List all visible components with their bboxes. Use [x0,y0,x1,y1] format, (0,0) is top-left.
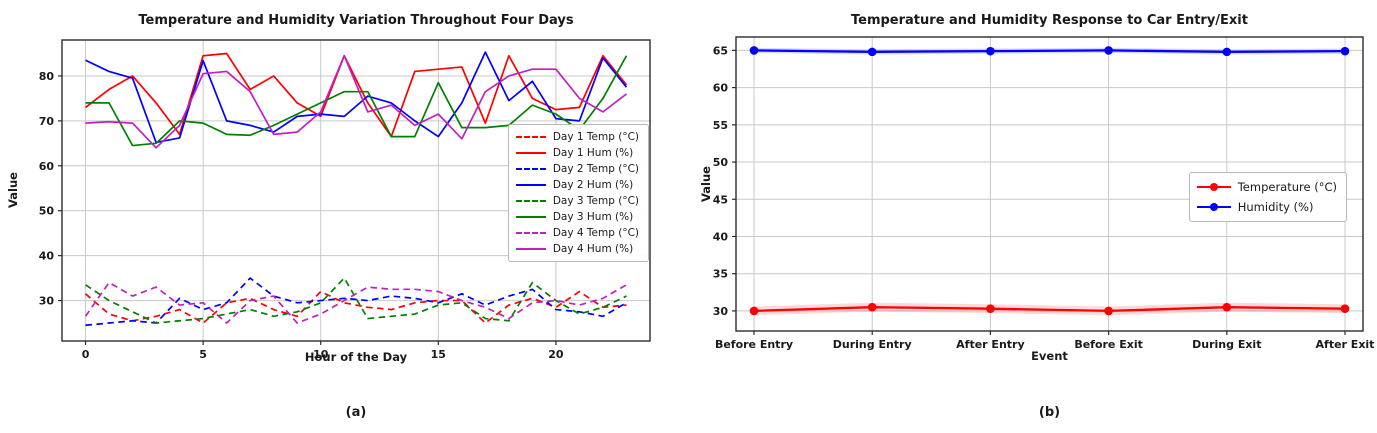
legend-label: Day 3 Temp (°C) [552,195,639,207]
figure-a: 30 40 50 60 70 80 0 5 10 15 20 Temperature and Hum… [6,13,651,420]
legend-label: Day 2 Temp (°C) [552,163,639,175]
legend-entry: Day 3 Hum (%) [515,209,639,225]
legend-label: Day 1 Hum (%) [552,147,634,159]
chart-a-x-axis-label: Hour of the Day [304,350,408,364]
y-tick-label: 45 [713,193,728,206]
x-tick-label: 10 [313,348,329,361]
data-point-marker [1104,306,1113,316]
data-point-marker [986,304,995,313]
y-tick-label: 40 [39,250,55,263]
legend-marker-sample [1209,203,1218,211]
y-tick-label: 30 [39,295,55,308]
x-tick-label: 20 [548,348,564,361]
series-line [85,55,628,147]
series-line [753,49,1346,54]
legend-label: Day 3 Hum (%) [552,211,634,223]
y-tick-label: 70 [39,115,55,128]
chart-b-title: Temperature and Humidity Response to Car… [851,13,1248,28]
legend-label: Humidity (%) [1237,200,1314,214]
legend-entry: Day 2 Temp (°C) [515,161,639,177]
data-point-marker [1222,47,1232,57]
series-line [84,281,627,324]
chart-a-title: Temperature and Humidity Variation Throu… [138,13,574,28]
chart-a-plot-area: 30 40 50 60 70 80 0 5 10 15 20 [39,39,651,361]
y-tick-label: 30 [713,305,729,318]
x-tick-label: 0 [82,348,90,361]
series-line [85,277,627,327]
legend-line-sample [515,148,546,158]
y-tick-label: 35 [713,268,728,281]
y-tick-label: 60 [713,82,729,95]
y-tick-label: 50 [39,205,55,218]
legend-entry: Temperature (°C) [1196,177,1337,197]
legend-entry: Day 2 Hum (%) [515,177,639,193]
plot-border [735,36,1364,332]
chart-a-series [84,51,628,327]
series-line [85,277,627,324]
y-tick-label: 80 [39,70,55,83]
x-tick-label: 5 [199,348,207,361]
legend-entry: Day 1 Temp (°C) [515,129,639,145]
data-point-marker [749,306,759,316]
data-point-marker [867,302,877,312]
series-line [85,51,628,144]
legend-line-sample [515,132,546,142]
legend-line-sample [1196,201,1231,213]
chart-a-ticks: 30 40 50 60 70 80 0 5 10 15 20 [39,70,564,361]
y-tick-label: 60 [39,160,55,173]
y-tick-label: 55 [713,119,728,132]
x-tick-label: During Entry [833,338,912,351]
x-tick-label: Before Exit [1074,338,1143,351]
y-tick-label: 40 [713,230,729,243]
x-tick-label: After Exit [1316,338,1375,351]
chart-a-y-axis-label: Value [6,172,20,208]
chart-b-x-axis-label: Event [1031,349,1068,363]
legend-line-sample [515,196,546,206]
legend-line-sample [515,244,546,254]
legend-label: Temperature (°C) [1237,180,1337,194]
x-tick-label: Before Entry [715,338,793,351]
chart-b-ticks: 30 35 40 45 50 55 60 65 Before Entry During Entry… [713,44,1375,351]
data-point-marker [1340,46,1350,56]
legend-label: Day 1 Temp (°C) [552,131,639,143]
data-point-marker [1222,302,1232,312]
x-tick-label: 15 [431,348,446,361]
chart-b-y-axis-label: Value [699,166,713,202]
series-line [85,54,627,149]
legend-entry: Day 4 Hum (%) [515,241,639,257]
data-point-marker [1340,304,1350,313]
x-tick-label: During Exit [1192,338,1261,351]
figure-b-caption: (b) [1038,405,1061,420]
legend-marker-sample [1209,183,1218,191]
data-point-marker [986,46,995,56]
data-point-marker [867,47,877,57]
legend-label: Day 2 Hum (%) [552,179,634,191]
data-point-marker [749,46,759,55]
legend-label: Day 4 Hum (%) [552,243,634,255]
legend-entry: Day 3 Temp (°C) [515,193,639,209]
legend-line-sample [515,180,546,190]
legend-line-sample [515,212,546,222]
figure-a-caption: (a) [345,405,367,420]
series-line [753,306,1346,313]
data-point-marker [1104,46,1113,55]
chart-b-plot-area: 30 35 40 45 50 55 60 65 Before Entry During Entry… [713,36,1375,351]
chart-a-legend: Day 1 Temp (°C) Day 1 Hum (%) Day 2 Temp (… [507,124,649,262]
chart-b-legend: Temperature (°C) Humidity (%) [1188,172,1347,222]
legend-label: Day 4 Temp (°C) [552,227,639,239]
y-tick-label: 50 [713,156,729,169]
legend-line-sample [515,228,546,238]
chart-b-series [749,46,1350,316]
legend-entry: Day 4 Temp (°C) [515,225,639,241]
plot-border [61,39,651,342]
legend-line-sample [515,164,546,174]
figure-b: 30 35 40 45 50 55 60 65 Before Entry During Entry… [690,0,1377,433]
legend-entry: Humidity (%) [1196,197,1337,217]
y-tick-label: 65 [713,44,728,57]
x-tick-label: After Entry [956,338,1024,351]
series-line [84,290,627,324]
legend-line-sample [1196,181,1231,193]
legend-entry: Day 1 Hum (%) [515,145,639,161]
